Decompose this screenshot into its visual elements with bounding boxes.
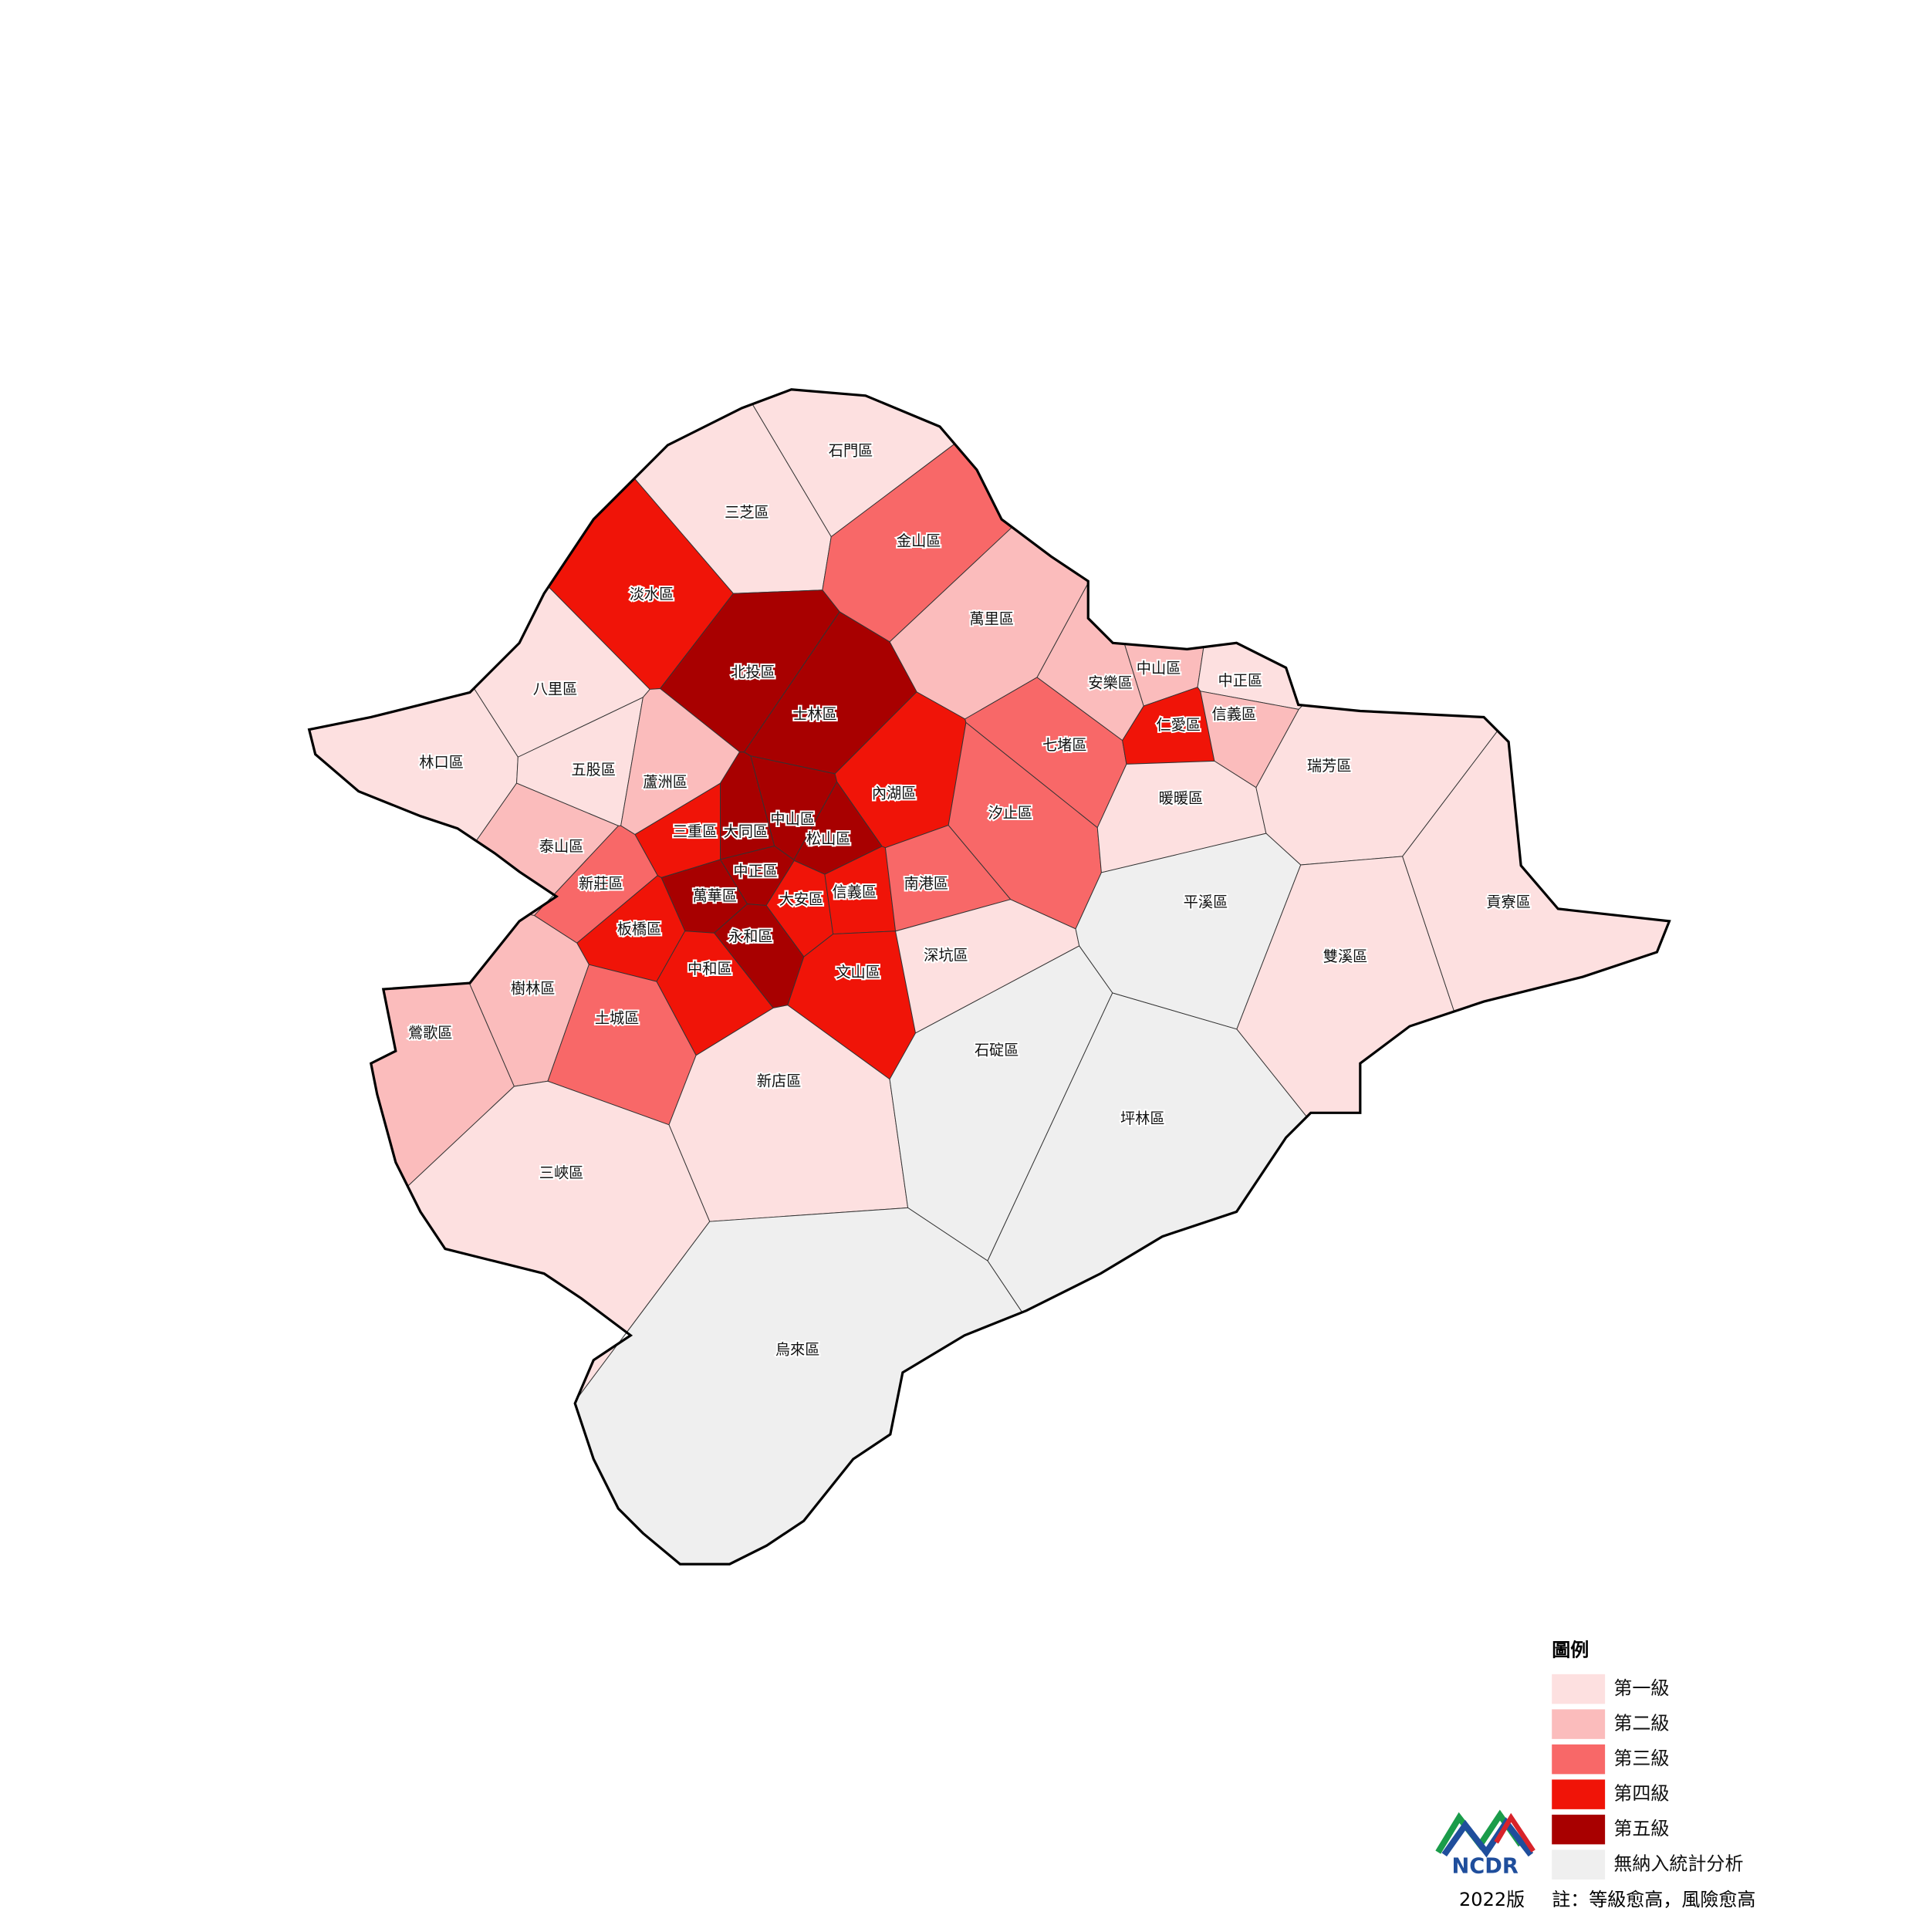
district-label: 五股區 [571,761,616,779]
district-label: 大安區 [779,890,824,908]
district-label: 樹林區 [511,980,556,998]
district-label: 暖暖區 [1159,789,1204,807]
footer-version: 2022版 [1459,1889,1525,1910]
district-label: 三芝區 [725,504,769,522]
district-label: 平溪區 [1184,893,1228,910]
district-label: 信義區 [1212,705,1257,723]
outline [307,388,1671,1566]
district-label: 新店區 [757,1072,802,1090]
district-label: 深坑區 [924,946,968,964]
logo: NCDR [1435,1809,1535,1878]
district-label: 新莊區 [579,874,623,892]
district-label: 石碇區 [975,1042,1019,1059]
district-label: 三重區 [673,822,718,840]
district-label: 七堵區 [1042,736,1087,754]
logo-text: NCDR [1451,1854,1518,1878]
legend-swatch [1552,1674,1606,1704]
district-label: 內湖區 [872,784,917,802]
district [309,687,519,842]
legend-swatch [1552,1849,1606,1880]
district-label: 板橋區 [617,920,662,938]
legend-label: 無納入統計分析 [1613,1853,1743,1875]
district-label: 中山區 [1137,659,1181,677]
district-label: 士林區 [792,705,837,723]
legend-swatch [1552,1709,1606,1739]
district-label: 中和區 [687,960,732,978]
district-label: 文山區 [836,964,880,981]
district-label: 大同區 [724,822,769,840]
legend-swatch [1552,1744,1606,1775]
legend-label: 第三級 [1613,1748,1669,1769]
legend-swatch [1552,1779,1606,1809]
district-label: 萬里區 [969,610,1014,627]
legend-title: 圖例 [1552,1639,1589,1660]
legend-label: 第一級 [1613,1677,1669,1699]
legend-label: 第四級 [1613,1783,1669,1805]
district-label: 汐止區 [988,804,1032,822]
district-label: 石門區 [829,441,873,459]
district-label: 鶯歌區 [408,1024,453,1042]
district-label: 瑞芳區 [1307,757,1352,775]
district-label: 中正區 [1218,672,1263,690]
district-labels: 石門區三芝區金山區淡水區萬里區北投區士林區八里區林口區 五股區蘆洲區內湖區三重區大… [407,440,1532,1359]
district-label: 烏來區 [775,1341,820,1359]
district-label: 北投區 [731,663,775,681]
district-label: 安樂區 [1088,674,1133,692]
district-label: 坪林區 [1120,1110,1165,1127]
logo-line [1441,1817,1534,1858]
district-label: 中正區 [733,862,778,880]
districts [309,389,1671,1565]
district-label: 土城區 [595,1009,640,1027]
district-label: 三峽區 [539,1164,584,1181]
district-label: 信義區 [833,883,877,901]
district-label: 金山區 [897,532,941,549]
legend-label: 第五級 [1613,1818,1669,1839]
district-label: 泰山區 [539,837,584,855]
logo-line [1494,1812,1535,1853]
district-label: 仁愛區 [1156,716,1201,734]
legend-swatch [1552,1814,1606,1845]
district-label: 貢寮區 [1486,893,1531,910]
district-label: 淡水區 [630,585,674,603]
district-label: 八里區 [533,681,578,698]
district-label: 蘆洲區 [643,773,687,791]
footer-note: 註：等級愈高，風險愈高 [1552,1889,1755,1910]
district [1075,833,1302,1030]
district-label: 林口區 [419,753,464,771]
district-label: 中山區 [770,810,815,828]
district-label: 松山區 [806,830,851,848]
district-label: 雙溪區 [1323,947,1368,965]
legend-label: 第二級 [1613,1713,1669,1734]
district-label: 萬華區 [692,887,737,904]
district-label: 永和區 [728,927,773,945]
district-label: 南港區 [904,874,948,892]
